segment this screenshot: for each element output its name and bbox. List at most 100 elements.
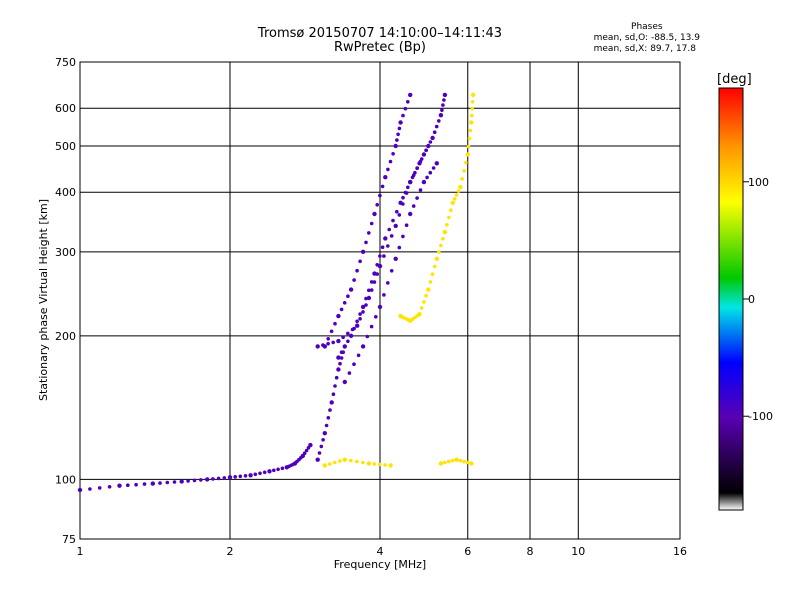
data-point [391, 218, 395, 223]
data-point [352, 362, 356, 367]
y-tick-label: 600 [55, 102, 76, 115]
data-point [369, 221, 374, 226]
data-point [466, 144, 471, 149]
data-point [396, 132, 400, 137]
data-point [395, 138, 399, 142]
data-point [192, 478, 197, 483]
data-point [97, 486, 102, 490]
data-point [415, 314, 420, 318]
data-point [355, 268, 359, 273]
data-point [391, 152, 395, 156]
data-point [364, 240, 368, 245]
data-point [375, 203, 380, 207]
y-tick-label: 300 [55, 246, 76, 259]
data-point [333, 321, 337, 326]
data-point [393, 256, 398, 261]
data-point [317, 451, 322, 455]
data-point [452, 197, 457, 201]
data-point [389, 234, 394, 238]
data-point [465, 152, 470, 157]
data-point [432, 264, 437, 269]
data-point [360, 304, 366, 310]
data-point [326, 337, 331, 341]
data-point [329, 329, 334, 334]
data-point [374, 315, 378, 319]
data-point [216, 476, 221, 481]
phase-stats-o: mean, sd,O: -88.5, 13.9 [593, 33, 700, 43]
data-point [211, 477, 215, 481]
data-point [389, 269, 394, 273]
data-point [117, 483, 122, 488]
data-point [393, 143, 398, 149]
data-point [404, 223, 409, 227]
data-point [336, 338, 341, 344]
data-point [408, 211, 413, 217]
data-point [253, 472, 258, 477]
phase-stats: Phases mean, sd,O: -88.5, 13.9 mean, sd,… [594, 22, 700, 55]
x-tick-label: 8 [527, 545, 534, 558]
data-point [470, 92, 476, 98]
data-point [360, 249, 366, 254]
data-point [375, 263, 380, 267]
data-point [450, 458, 455, 463]
x-tick-label: 6 [464, 545, 471, 558]
data-point [372, 271, 377, 276]
data-point [349, 458, 353, 463]
data-point [470, 106, 475, 111]
data-point [438, 461, 444, 466]
data-point [319, 444, 324, 449]
data-point [401, 113, 405, 118]
data-point [383, 175, 388, 180]
data-point [437, 119, 441, 123]
data-point [441, 237, 445, 241]
x-tick-label: 16 [673, 545, 687, 558]
colorbar-tick-label: 0 [748, 293, 755, 306]
chart-title: Tromsø 20150707 14:10:00–14:11:43 [257, 26, 503, 41]
data-point [372, 211, 377, 217]
data-point [458, 458, 463, 463]
data-point [342, 344, 347, 349]
data-point [372, 280, 377, 284]
data-point [369, 280, 374, 284]
data-point [366, 295, 372, 301]
data-point [346, 339, 350, 344]
data-point [378, 193, 382, 198]
data-point [342, 379, 347, 385]
phase-stats-x: mean, sd,X: 89.7, 17.8 [593, 44, 696, 54]
data-point [364, 296, 368, 301]
data-point [439, 243, 443, 248]
data-point [322, 463, 327, 468]
data-point [441, 103, 445, 107]
data-point [442, 98, 446, 102]
data-point [387, 227, 392, 232]
data-point [331, 340, 336, 345]
y-tick-label: 75 [62, 533, 76, 546]
data-point [365, 334, 370, 339]
data-point [328, 408, 332, 412]
data-point [346, 331, 350, 336]
data-point [326, 341, 330, 346]
data-point [276, 467, 280, 472]
data-point [397, 245, 402, 250]
data-point [134, 482, 138, 487]
data-point [440, 108, 444, 112]
data-point [418, 188, 423, 192]
data-point [382, 293, 386, 297]
data-point [428, 170, 433, 175]
data-point [437, 250, 441, 254]
data-point [222, 476, 227, 480]
data-point [428, 280, 433, 284]
data-point [398, 200, 403, 205]
colorbar-ticks: 100 0 -100 [743, 176, 773, 423]
data-point [413, 170, 417, 175]
data-point [398, 120, 403, 125]
data-point [419, 306, 424, 310]
data-point [425, 175, 429, 180]
data-point [406, 185, 410, 190]
data-point [415, 166, 420, 170]
data-point [336, 355, 341, 360]
data-point [322, 431, 327, 436]
data-point [372, 462, 377, 466]
data-point [432, 130, 437, 134]
data-point [339, 356, 344, 360]
